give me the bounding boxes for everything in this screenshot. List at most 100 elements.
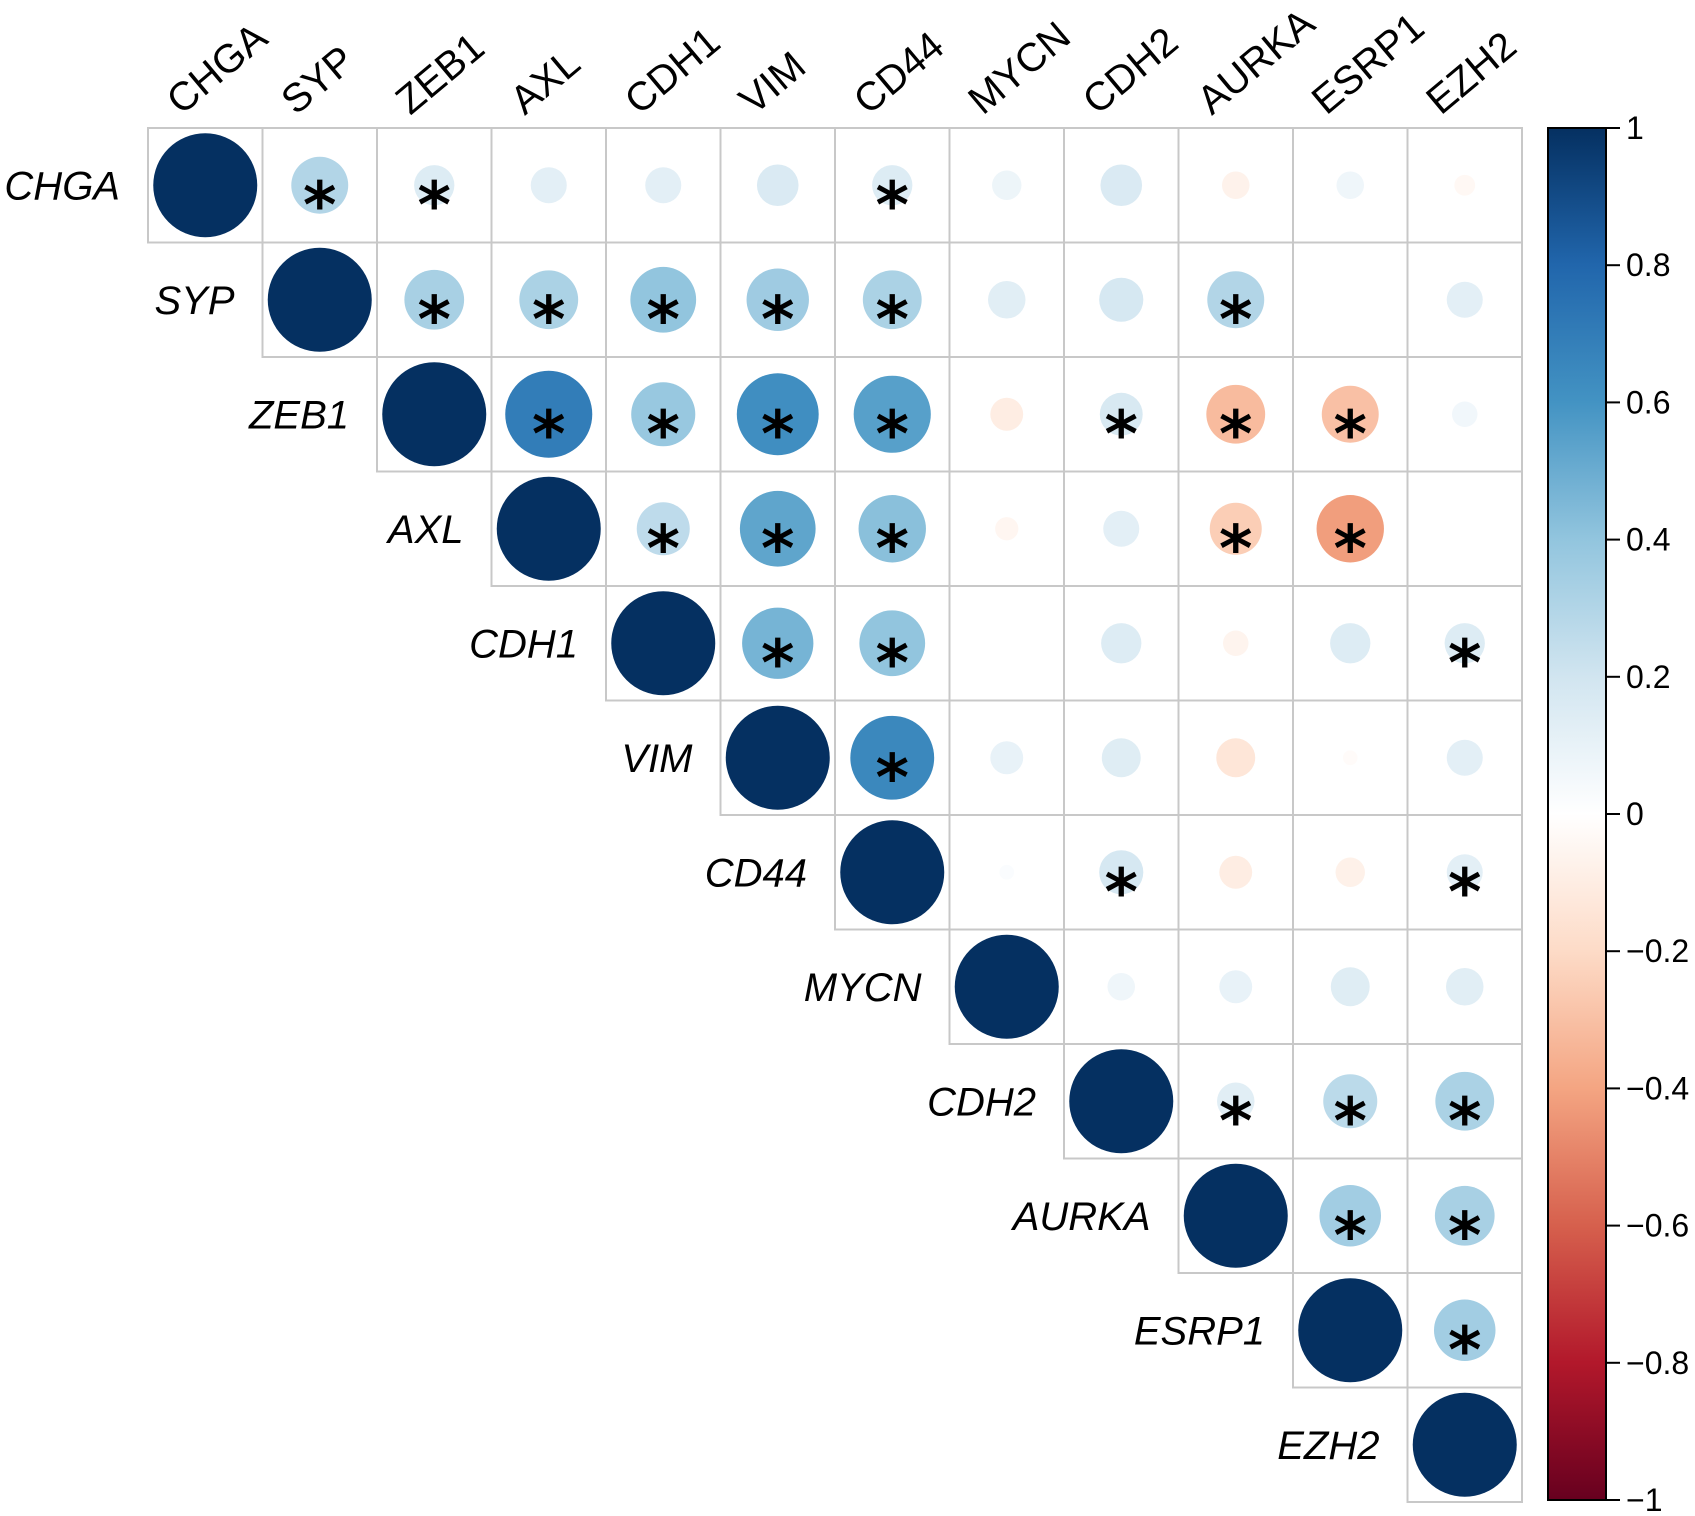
significance-marker-ZEB1-AXL: * [532, 398, 565, 472]
significance-marker-CDH1-VIM: * [761, 627, 794, 701]
corr-circle-CD44-AURKA [1219, 855, 1253, 889]
row-label-axl: AXL [386, 508, 464, 552]
significance-marker-CDH1-EZH2: * [1448, 627, 1481, 701]
corr-circle-CD44-EZH2 [1446, 854, 1483, 891]
corr-circle-ZEB1-CDH1 [631, 382, 696, 447]
colorbar-tick-label: −0.4 [1626, 1070, 1689, 1106]
corr-circle-CDH1-CDH1 [611, 591, 716, 696]
corr-circle-CHGA-ESRP1 [1336, 171, 1365, 200]
significance-marker-AURKA-ESRP1: * [1334, 1200, 1367, 1274]
significance-marker-AXL-ESRP1: * [1334, 513, 1367, 587]
matrix-cell-EZH2-EZH2 [1406, 1386, 1523, 1503]
corr-circle-VIM-CDH2 [1101, 738, 1141, 778]
significance-marker-CHGA-SYP: * [303, 169, 336, 243]
significance-marker-SYP-CD44: * [876, 284, 909, 358]
corr-circle-SYP-EZH2 [1446, 281, 1483, 318]
corr-circle-AURKA-AURKA [1183, 1163, 1288, 1268]
significance-marker-SYP-AURKA: * [1219, 284, 1252, 358]
corr-circle-VIM-ESRP1 [1342, 750, 1358, 766]
corr-circle-ZEB1-ESRP1 [1321, 385, 1379, 443]
colorbar-tick-label: −0.8 [1626, 1345, 1689, 1381]
corr-circle-SYP-AURKA [1207, 271, 1265, 329]
significance-marker-SYP-CDH1: * [647, 284, 680, 358]
significance-marker-SYP-ZEB1: * [418, 284, 451, 358]
corr-circle-CHGA-AURKA [1221, 171, 1250, 200]
corr-circle-CD44-CD44 [840, 820, 945, 925]
row-label-cd44: CD44 [705, 851, 807, 895]
corr-circle-ESRP1-EZH2 [1433, 1299, 1496, 1362]
corr-circle-CD44-CDH2 [1099, 850, 1144, 895]
row-label-vim: VIM [621, 737, 693, 781]
corr-circle-SYP-AXL [519, 270, 579, 330]
significance-marker-VIM-CD44: * [876, 742, 909, 816]
significance-marker-CD44-CDH2: * [1105, 856, 1138, 930]
colorbar-tick-label: 1 [1626, 110, 1644, 146]
corr-circle-SYP-ZEB1 [404, 269, 465, 330]
corr-circle-CHGA-ZEB1 [414, 165, 455, 206]
corr-circle-MYCN-CDH2 [1107, 972, 1136, 1001]
corr-circle-AXL-CDH1 [636, 502, 690, 556]
corr-circle-AXL-MYCN [995, 517, 1019, 541]
significance-marker-AXL-CD44: * [876, 513, 909, 587]
column-label-mycn: MYCN [960, 13, 1079, 122]
corr-circle-ZEB1-EZH2 [1452, 401, 1478, 427]
matrix-cells: * * * * * * * * * * * * * * * * * * * * * * * * * * * * * * * * * [147, 127, 1523, 1503]
corr-circle-MYCN-MYCN [954, 934, 1059, 1039]
corr-circle-CHGA-CHGA [153, 133, 258, 238]
row-label-mycn: MYCN [804, 966, 922, 1010]
corr-circle-VIM-EZH2 [1446, 739, 1483, 776]
corr-circle-ZEB1-CDH2 [1099, 392, 1143, 436]
row-label-cdh2: CDH2 [927, 1080, 1036, 1124]
column-label-chga: CHGA [159, 15, 276, 123]
corr-circle-ZEB1-ZEB1 [382, 362, 487, 467]
row-label-ezh2: EZH2 [1277, 1424, 1379, 1468]
colorbar-tick-label: 0.8 [1626, 247, 1670, 283]
corr-circle-VIM-MYCN [990, 741, 1024, 775]
corr-circle-VIM-AURKA [1216, 738, 1256, 778]
significance-marker-ZEB1-VIM: * [761, 398, 794, 472]
corr-circle-AURKA-EZH2 [1434, 1185, 1495, 1246]
significance-marker-CDH2-AURKA: * [1219, 1085, 1252, 1159]
significance-marker-AURKA-EZH2: * [1448, 1200, 1481, 1274]
corr-circle-CDH1-CD44 [859, 610, 926, 677]
colorbar-tick-label: 0.2 [1626, 659, 1670, 695]
significance-marker-SYP-AXL: * [532, 284, 565, 358]
significance-marker-AXL-CDH1: * [647, 513, 680, 587]
colorbar-legend: 1 0.8 0.6 0.4 0.2 0 −0.2 −0.4 −0.6 −0.8 −1 [1547, 110, 1689, 1516]
corr-circle-CDH1-EZH2 [1444, 623, 1485, 664]
column-label-cdh1: CDH1 [617, 19, 729, 123]
row-label-aurka: AURKA [1011, 1195, 1151, 1239]
row-label-zeb1: ZEB1 [248, 393, 349, 437]
row-label-syp: SYP [154, 279, 234, 323]
corr-circle-SYP-VIM [746, 268, 809, 331]
significance-marker-ZEB1-AURKA: * [1219, 398, 1252, 472]
corr-circle-CHGA-CDH1 [645, 167, 682, 204]
row-label-esrp1: ESRP1 [1134, 1309, 1265, 1353]
corr-circle-CDH1-CDH2 [1101, 623, 1142, 664]
corr-circle-CHGA-CD44 [872, 165, 913, 206]
corr-circle-ZEB1-VIM [736, 373, 819, 456]
column-label-esrp1: ESRP1 [1304, 5, 1433, 123]
corr-circle-AURKA-ESRP1 [1319, 1184, 1382, 1247]
corr-circle-ZEB1-AXL [505, 370, 593, 458]
corr-circle-CDH2-CDH2 [1069, 1049, 1174, 1154]
colorbar-ticks: 1 0.8 0.6 0.4 0.2 0 −0.2 −0.4 −0.6 −0.8 −1 [1606, 110, 1689, 1516]
corr-circle-CD44-ESRP1 [1335, 857, 1365, 887]
significance-marker-AXL-AURKA: * [1219, 513, 1252, 587]
significance-marker-AXL-VIM: * [761, 513, 794, 587]
corr-circle-AXL-ESRP1 [1316, 495, 1384, 563]
corr-circle-AXL-AXL [496, 476, 601, 581]
significance-marker-CD44-EZH2: * [1448, 856, 1481, 930]
corr-circle-CDH2-EZH2 [1435, 1071, 1495, 1131]
corr-circle-SYP-MYCN [988, 281, 1026, 319]
column-label-cdh2: CDH2 [1075, 19, 1187, 123]
colorbar-tick-label: 0.6 [1626, 384, 1670, 420]
colorbar-tick-label: −1 [1626, 1482, 1662, 1516]
corr-circle-CDH2-ESRP1 [1323, 1074, 1378, 1129]
column-label-zeb1: ZEB1 [388, 25, 493, 123]
corr-circle-CDH1-VIM [742, 607, 814, 679]
corr-circle-EZH2-EZH2 [1412, 1392, 1517, 1497]
corr-circle-SYP-CD44 [862, 270, 922, 330]
